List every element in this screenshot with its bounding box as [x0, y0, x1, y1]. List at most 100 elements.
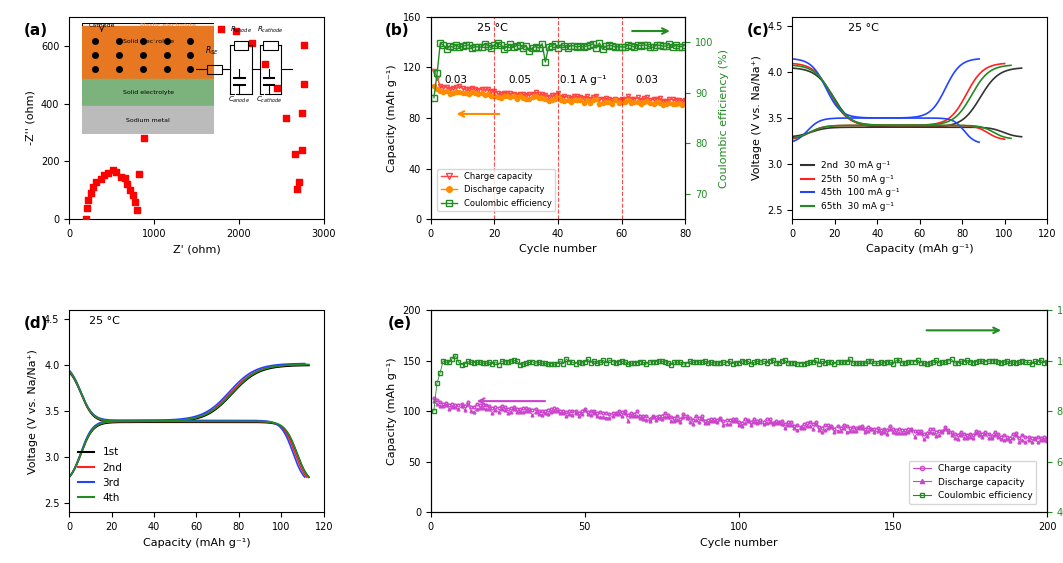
Charge capacity — [676, 97, 689, 104]
Text: (c): (c) — [746, 23, 770, 38]
Y-axis label: Voltage (V vs. Na/Na⁺): Voltage (V vs. Na/Na⁺) — [29, 349, 38, 473]
Point — [290, 178, 307, 187]
Coulombic efficiency — [449, 352, 461, 359]
Point — [256, 60, 273, 69]
Coulombic efficiency — [992, 358, 1005, 365]
Y-axis label: Voltage (V vs. Na/Na⁺): Voltage (V vs. Na/Na⁺) — [752, 56, 761, 180]
X-axis label: Z' (ohm): Z' (ohm) — [172, 244, 220, 254]
Point — [296, 80, 313, 89]
X-axis label: Cycle number: Cycle number — [701, 538, 778, 548]
Point — [99, 168, 116, 177]
Charge capacity — [539, 91, 552, 98]
Charge capacity — [452, 401, 465, 408]
X-axis label: Cycle number: Cycle number — [519, 244, 597, 254]
Point — [78, 214, 95, 223]
Point — [146, 100, 163, 109]
Line: Coulombic efficiency: Coulombic efficiency — [432, 40, 688, 100]
Discharge capacity — [465, 407, 477, 414]
Text: (d): (d) — [23, 316, 48, 331]
Charge capacity — [590, 92, 603, 99]
Coulombic efficiency — [455, 361, 468, 368]
Charge capacity — [989, 429, 1001, 436]
Point — [155, 71, 172, 80]
X-axis label: Capacity (mAh g⁻¹): Capacity (mAh g⁻¹) — [142, 538, 250, 548]
Y-axis label: -Z'' (ohm): -Z'' (ohm) — [26, 91, 35, 145]
Point — [293, 145, 310, 154]
Charge capacity — [679, 97, 692, 104]
Point — [197, 26, 214, 35]
Coulombic efficiency — [468, 359, 480, 366]
Y-axis label: Capacity (mAh g⁻¹): Capacity (mAh g⁻¹) — [387, 64, 396, 172]
Point — [125, 191, 142, 200]
Line: Coulombic efficiency: Coulombic efficiency — [432, 354, 1049, 413]
Discharge capacity — [577, 100, 590, 106]
Coulombic efficiency — [542, 43, 555, 50]
Point — [117, 173, 134, 182]
Coulombic efficiency — [594, 359, 607, 366]
Text: 25 °C: 25 °C — [848, 23, 879, 33]
Charge capacity — [580, 93, 593, 100]
Point — [243, 38, 260, 47]
X-axis label: Capacity (mAh g⁻¹): Capacity (mAh g⁻¹) — [866, 244, 974, 254]
Discharge capacity — [591, 413, 604, 420]
Charge capacity — [1041, 434, 1053, 441]
Coulombic efficiency — [427, 408, 440, 414]
Point — [268, 83, 285, 92]
Point — [227, 27, 244, 36]
Point — [96, 170, 113, 179]
Legend: 2nd  30 mA g⁻¹, 25th  50 mA g⁻¹, 45th  100 mA g⁻¹, 65th  30 mA g⁻¹: 2nd 30 mA g⁻¹, 25th 50 mA g⁻¹, 45th 100 … — [797, 158, 904, 215]
Point — [112, 173, 129, 182]
Text: (a): (a) — [23, 23, 48, 38]
Point — [83, 189, 100, 198]
Charge capacity — [427, 68, 440, 75]
Point — [119, 180, 136, 189]
Discharge capacity — [539, 95, 552, 102]
Coulombic efficiency — [603, 42, 615, 48]
Charge capacity — [541, 406, 554, 413]
Discharge capacity — [452, 406, 465, 413]
Charge capacity — [1010, 430, 1023, 436]
Line: Charge capacity: Charge capacity — [432, 69, 688, 103]
Legend: Charge capacity, Discharge capacity, Coulombic efficiency: Charge capacity, Discharge capacity, Cou… — [438, 169, 555, 211]
Point — [181, 34, 198, 43]
Y-axis label: Coulombic efficiency (%): Coulombic efficiency (%) — [719, 48, 729, 187]
Charge capacity — [651, 96, 663, 102]
Discharge capacity — [600, 99, 612, 105]
Text: 25 °C: 25 °C — [476, 23, 507, 33]
Charge capacity — [427, 395, 440, 401]
Text: 0.1 A g⁻¹: 0.1 A g⁻¹ — [560, 75, 607, 84]
Discharge capacity — [676, 102, 689, 109]
Charge capacity — [1034, 435, 1047, 442]
Y-axis label: Capacity (mAh g⁻¹): Capacity (mAh g⁻¹) — [387, 358, 396, 465]
Coulombic efficiency — [580, 43, 593, 50]
Discharge capacity — [679, 100, 692, 107]
Coulombic efficiency — [1013, 359, 1026, 366]
Coulombic efficiency — [593, 39, 606, 46]
Point — [289, 184, 306, 193]
Discharge capacity — [580, 96, 593, 103]
Text: 0.03: 0.03 — [444, 75, 468, 84]
Legend: Charge capacity, Discharge capacity, Coulombic efficiency: Charge capacity, Discharge capacity, Cou… — [909, 461, 1036, 504]
Discharge capacity — [590, 96, 603, 102]
Point — [129, 206, 146, 215]
Point — [168, 51, 185, 60]
Text: 0.03: 0.03 — [636, 75, 659, 84]
Point — [293, 108, 310, 117]
Coulombic efficiency — [434, 39, 446, 46]
Line: Discharge capacity: Discharge capacity — [432, 84, 688, 107]
Discharge capacity — [1010, 431, 1023, 438]
Discharge capacity — [427, 398, 440, 405]
Coulombic efficiency — [584, 42, 596, 48]
Charge capacity — [600, 95, 612, 102]
Coulombic efficiency — [679, 41, 692, 48]
Point — [122, 186, 139, 195]
Point — [80, 195, 97, 204]
Coulombic efficiency — [544, 360, 557, 367]
Discharge capacity — [651, 99, 663, 106]
Charge capacity — [577, 95, 590, 102]
Point — [108, 167, 125, 176]
Text: (e): (e) — [388, 316, 411, 331]
Charge capacity — [465, 404, 477, 410]
Line: Discharge capacity: Discharge capacity — [433, 400, 1048, 444]
Discharge capacity — [541, 410, 554, 417]
